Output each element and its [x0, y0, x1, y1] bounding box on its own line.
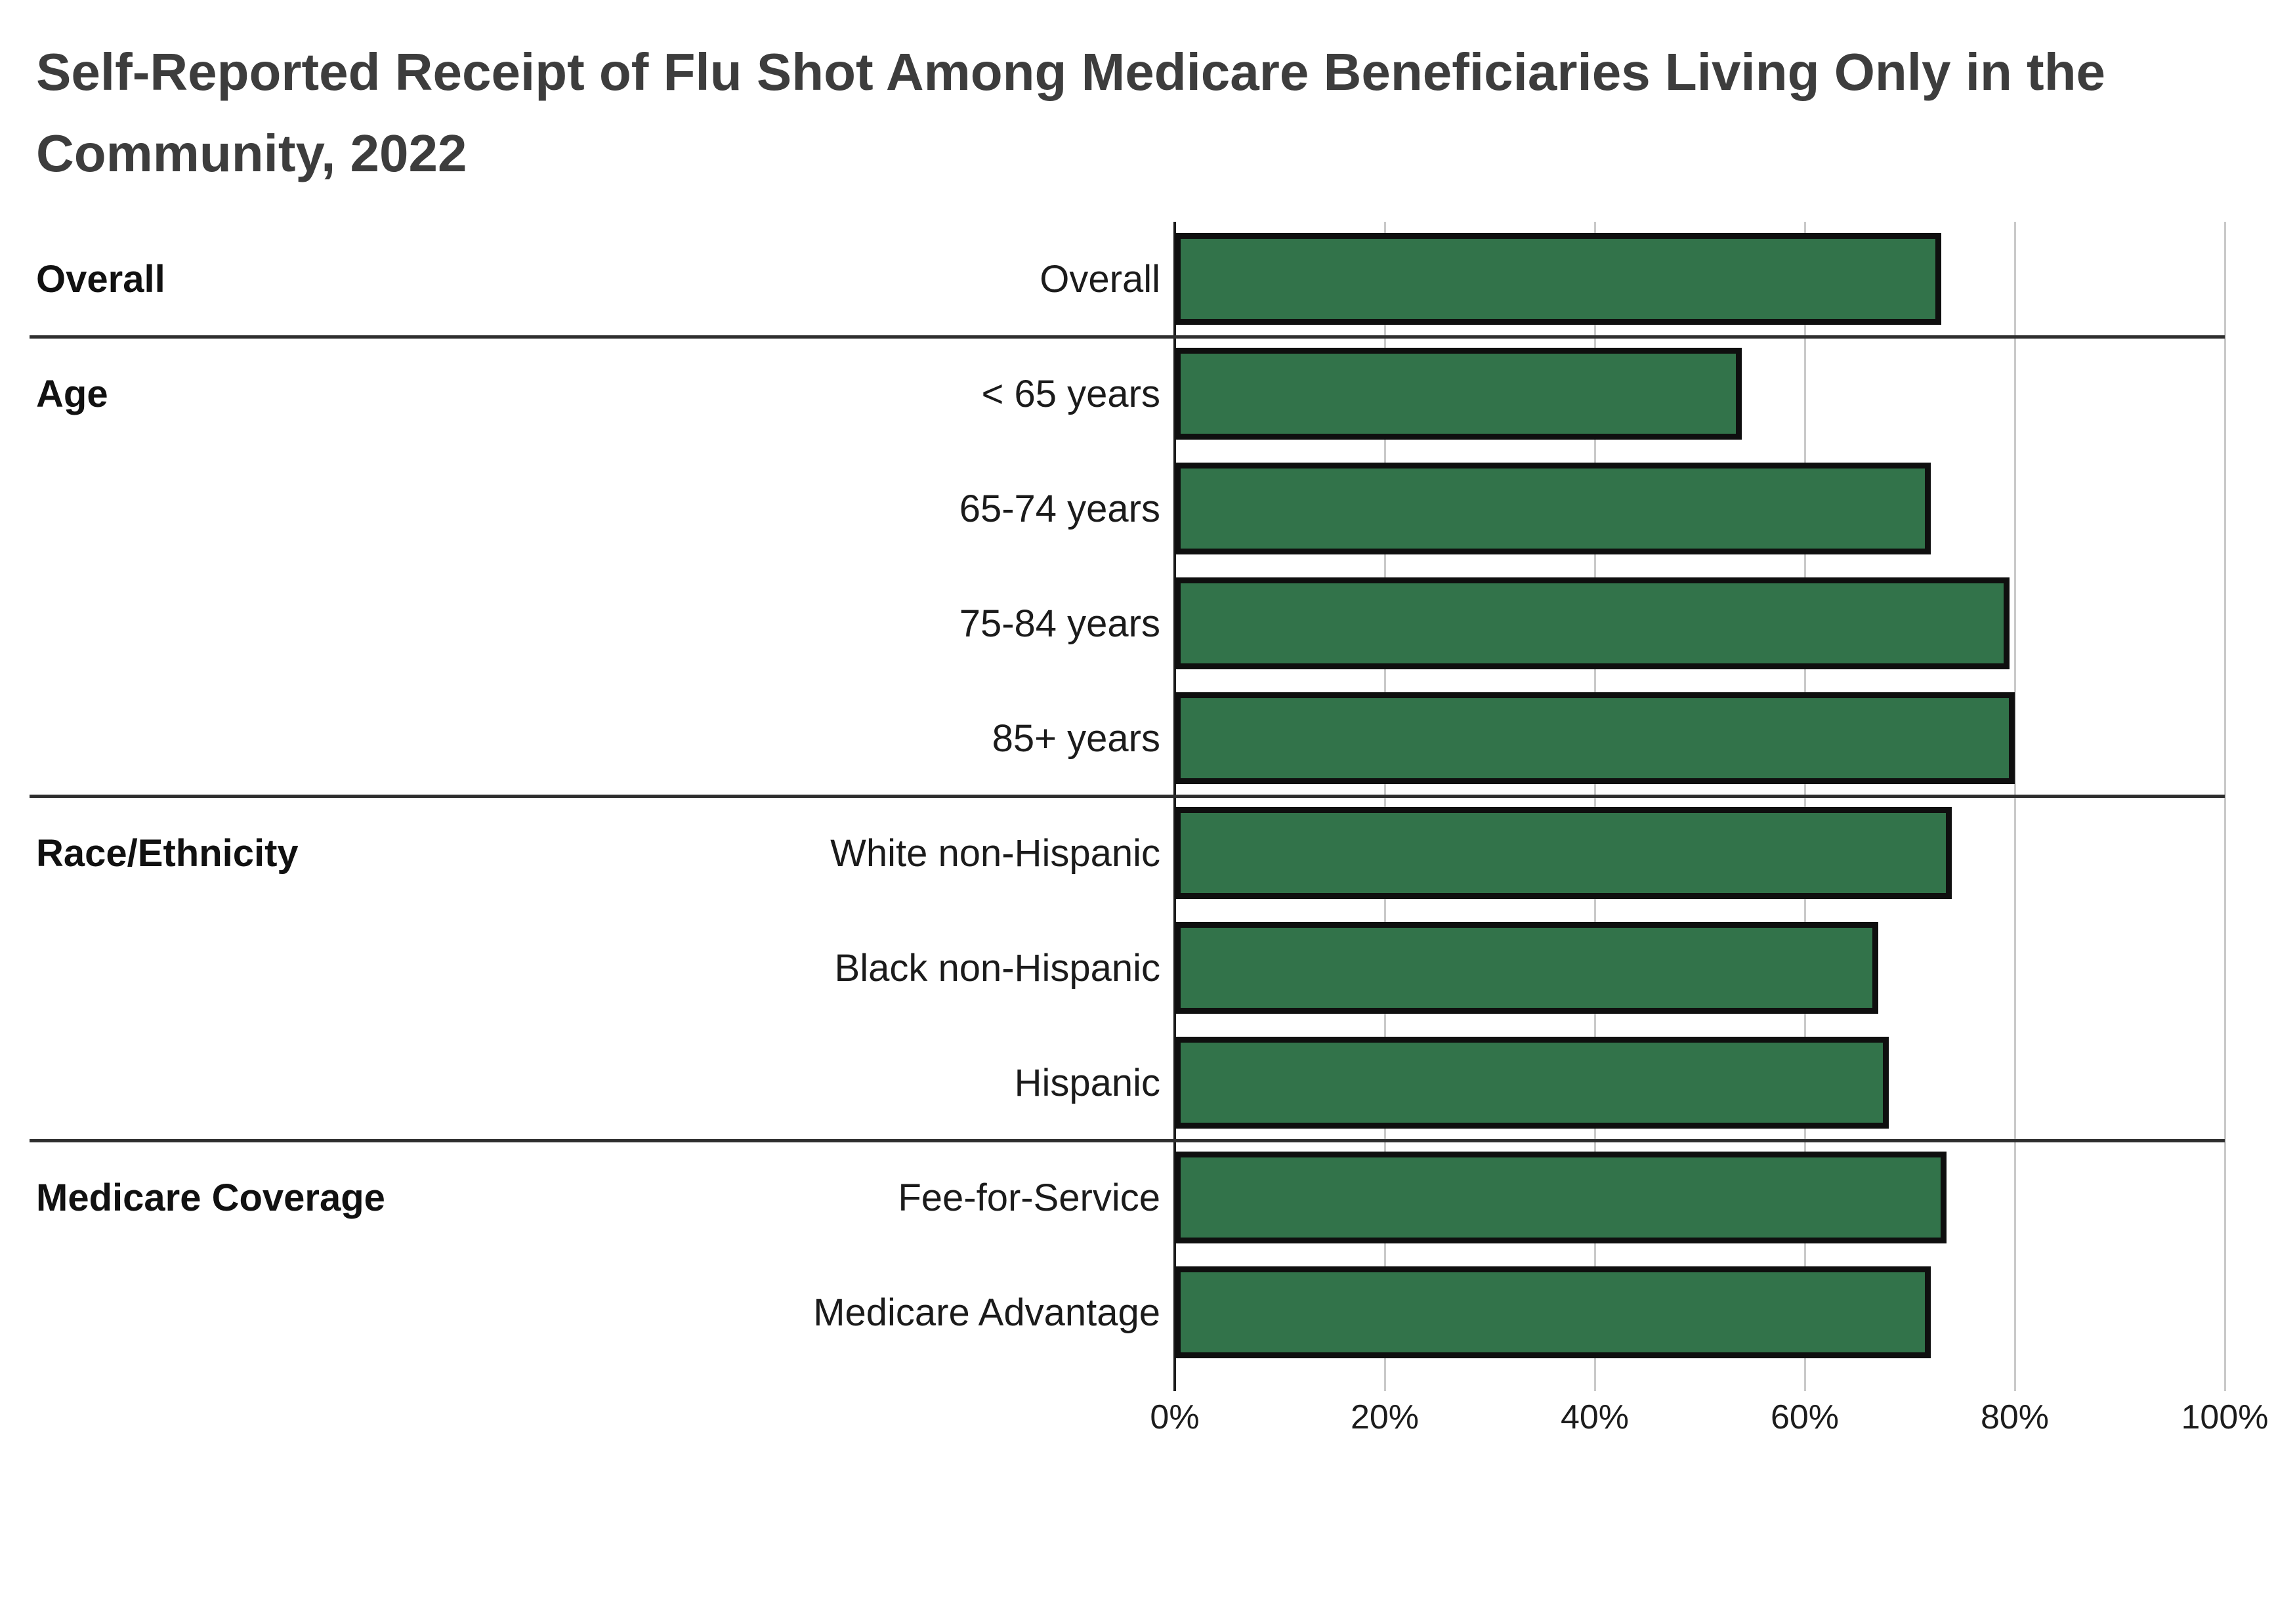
category-label-75-84-years: 75-84 years [959, 602, 1160, 645]
group-label-age: Age [36, 373, 108, 415]
group-separator [30, 1139, 2225, 1142]
category-label--65-years: < 65 years [981, 373, 1160, 415]
category-label-white-non-hispanic: White non-Hispanic [830, 832, 1160, 875]
gridline-80% [2013, 222, 2016, 1391]
group-separator [30, 335, 2225, 339]
category-label-85-years: 85+ years [992, 717, 1160, 760]
bar-black-non-hispanic [1175, 922, 1878, 1014]
chart-title-line-1: Self-Reported Receipt of Flu Shot Among … [36, 43, 2106, 101]
category-label-overall: Overall [1040, 258, 1160, 301]
x-tick-label-20%: 20% [1350, 1398, 1420, 1436]
x-tick-label-100%: 100% [2181, 1398, 2269, 1436]
bar--65-years [1175, 348, 1742, 440]
group-label-medicare-coverage: Medicare Coverage [36, 1176, 385, 1219]
group-label-overall: Overall [36, 258, 165, 301]
y-axis-line [1173, 222, 1176, 1391]
category-label-65-74-years: 65-74 years [959, 488, 1160, 530]
x-tick-label-0%: 0% [1150, 1398, 1200, 1436]
x-tick-label-80%: 80% [1980, 1398, 2050, 1436]
gridline-100% [2223, 222, 2226, 1391]
chart-title-line-2: Community, 2022 [36, 124, 467, 182]
group-label-race-ethnicity: Race/Ethnicity [36, 832, 299, 875]
bar-85-years [1175, 692, 2015, 784]
category-label-black-non-hispanic: Black non-Hispanic [834, 947, 1160, 989]
bar-white-non-hispanic [1175, 807, 1952, 899]
x-tick-label-60%: 60% [1770, 1398, 1840, 1436]
bar-65-74-years [1175, 463, 1931, 554]
category-label-hispanic: Hispanic [1014, 1062, 1160, 1104]
gridline-20% [1383, 222, 1386, 1391]
bar-hispanic [1175, 1037, 1889, 1129]
group-separator [30, 795, 2225, 798]
category-label-fee-for-service: Fee-for-Service [898, 1176, 1160, 1219]
x-tick-label-40%: 40% [1560, 1398, 1630, 1436]
bar-fee-for-service [1175, 1152, 1947, 1243]
category-label-medicare-advantage: Medicare Advantage [813, 1291, 1160, 1334]
bar-overall [1175, 233, 1941, 325]
bar-medicare-advantage [1175, 1266, 1931, 1358]
bar-75-84-years [1175, 577, 2010, 669]
gridline-60% [1803, 222, 1806, 1391]
chart-title: Self-Reported Receipt of Flu Shot Among … [36, 31, 2241, 194]
gridline-40% [1593, 222, 1596, 1391]
